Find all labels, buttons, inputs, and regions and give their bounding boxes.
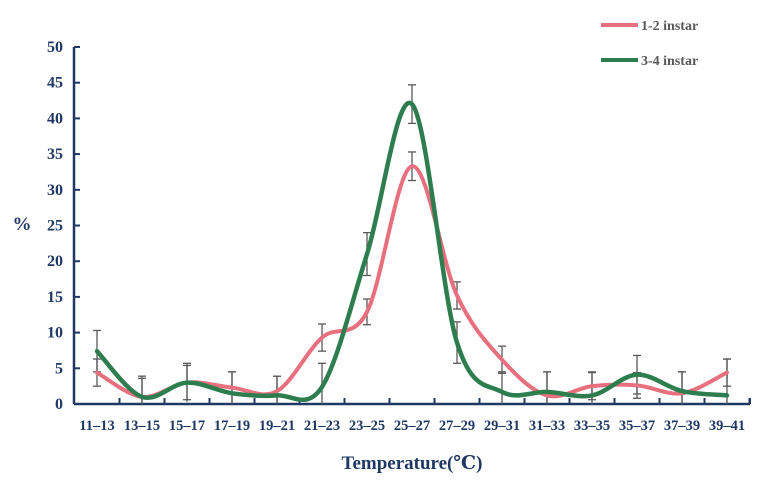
x-tick-label: 13–15: [124, 418, 160, 434]
legend-label: 1-2 instar: [641, 19, 698, 34]
x-tick-label: 11–13: [79, 418, 114, 434]
series-lines: [94, 100, 730, 403]
legend-item-3-4-instar: 3-4 instar: [601, 54, 698, 69]
y-tick-label: 5: [55, 360, 63, 377]
y-tick-label: 50: [47, 39, 63, 56]
y-tick-label: 40: [47, 110, 63, 127]
error-bars: [93, 84, 731, 404]
y-tick-label: 30: [47, 182, 63, 199]
legend-label: 3-4 instar: [641, 54, 698, 69]
x-tick-label: 37–39: [664, 418, 700, 434]
series-line-3-4-instar: [94, 100, 730, 403]
x-tick-label: 23–25: [349, 418, 385, 434]
y-tick-label: 45: [47, 75, 63, 92]
x-tick-label: 35–37: [619, 418, 655, 434]
x-tick-label: 15–17: [169, 418, 205, 434]
y-tick-label: 20: [47, 253, 63, 270]
y-tick-label: 15: [47, 289, 63, 306]
x-tick-label: 21–23: [304, 418, 340, 434]
x-axis: 11–13 13–15 15–17 17–19 19–21 21–23 23–25 25–27…: [74, 398, 751, 434]
y-axis-title: %: [13, 214, 32, 235]
x-tick-label: 25–27: [394, 418, 430, 434]
y-tick-label: 25: [47, 218, 63, 235]
legend-item-1-2-instar: 1-2 instar: [601, 19, 698, 34]
y-tick-label: 10: [47, 325, 63, 342]
x-tick-label: 19–21: [259, 418, 295, 434]
x-tick-label: 39–41: [709, 418, 745, 434]
x-tick-label: 27–29: [439, 418, 475, 434]
x-tick-label: 31–33: [529, 418, 565, 434]
legend: 1-2 instar 3-4 instar: [601, 19, 698, 69]
y-tick-label: 35: [47, 146, 63, 163]
x-tick-label: 33–35: [574, 418, 610, 434]
x-tick-label: 17–19: [214, 418, 250, 434]
x-axis-title: Temperature(℃): [342, 453, 483, 474]
series-line-1-2-instar: [95, 164, 729, 399]
y-tick-label: 0: [55, 396, 63, 413]
x-tick-label: 29–31: [484, 418, 520, 434]
y-axis: 0 5 10 15 20 25 30 35 40 45 50: [47, 39, 80, 413]
